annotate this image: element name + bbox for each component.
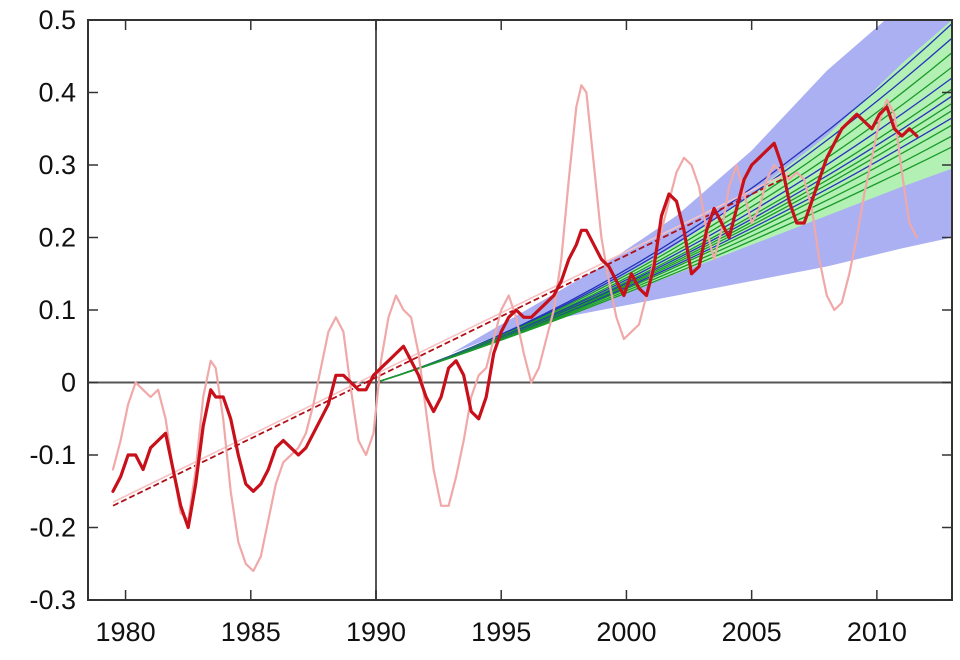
y-tick-label: 0.1 xyxy=(38,295,76,325)
x-tick-label: 1985 xyxy=(221,617,281,647)
y-tick-label: -0.1 xyxy=(29,440,76,470)
projection-lines xyxy=(375,23,952,384)
y-tick-label: -0.3 xyxy=(29,585,76,615)
projection-band-green xyxy=(376,20,952,383)
reference-lines xyxy=(88,20,952,600)
x-tick-label: 1995 xyxy=(471,617,531,647)
y-tick-label: 0.4 xyxy=(38,78,76,108)
projection-bands xyxy=(376,20,952,383)
projection-line-13 xyxy=(375,146,952,384)
y-tick-label: 0 xyxy=(61,368,76,398)
axis-ticks: 1980 1985 1990 1995 2000 2005 2010 -0.3 -0.2 -0.1… xyxy=(29,5,952,647)
y-tick-label: 0.2 xyxy=(38,223,76,253)
series-line-smoothed xyxy=(111,105,919,530)
x-tick-label: 2005 xyxy=(722,617,782,647)
trend-line-dashed xyxy=(112,175,790,507)
x-tick-label: 2000 xyxy=(596,617,656,647)
x-tick-label: 1990 xyxy=(346,617,406,647)
projection-band-blue xyxy=(376,20,952,383)
observed-series xyxy=(111,84,919,573)
y-tick-label: -0.2 xyxy=(29,513,76,543)
x-tick-label: 2010 xyxy=(847,617,907,647)
y-tick-label: 0.5 xyxy=(38,5,76,35)
y-tick-label: 0.3 xyxy=(38,150,76,180)
x-tick-label: 1980 xyxy=(96,617,156,647)
